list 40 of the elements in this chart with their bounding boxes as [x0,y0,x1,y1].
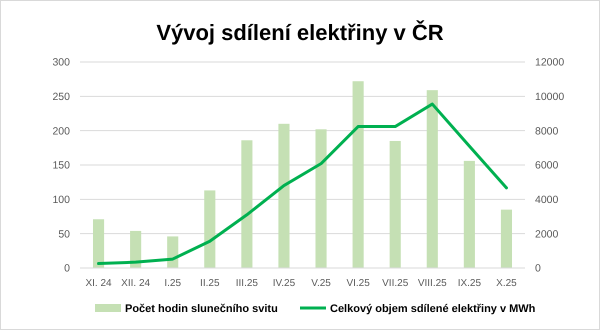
x-tick-label: XII. 24 [121,278,151,289]
y2-tick-label: 12000 [535,56,564,69]
x-tick-label: V.25 [311,278,332,289]
y-tick-label: 50 [58,228,70,240]
y-tick-label: 200 [52,125,70,138]
y2-tick-label: 8000 [535,125,559,138]
bar [390,140,401,268]
x-tick-label: VII.25 [382,278,409,289]
y2-tick-label: 4000 [535,194,559,206]
y2-tick-label: 0 [535,262,541,275]
bar [464,160,475,268]
y2-tick-label: 10000 [535,91,564,104]
chart-title: Vývoj sdílení elektřiny v ČR [156,20,444,45]
x-tick-label: XI. 24 [85,278,112,289]
x-tick-label: II.25 [200,278,220,289]
legend-label: Celkový objem sdílené elektřiny v MWh [330,302,536,315]
line-series [97,102,508,266]
bar [352,81,364,268]
bar [315,129,327,268]
bar [500,210,512,268]
bar [426,90,438,268]
x-tick-label: I.25 [164,278,182,289]
x-tick-label: VI.25 [346,278,370,289]
bar [204,190,216,268]
x-tick-label: IX.25 [458,278,482,289]
y-tick-label: 150 [52,160,70,172]
y2-tick-label: 2000 [535,228,559,240]
x-tick-label: IV.25 [272,278,296,289]
x-tick-label: III.25 [236,278,258,289]
bar [92,219,104,268]
bar [241,140,252,268]
x-tick-label: VIII.25 [418,278,448,289]
bar [278,124,290,268]
x-tick-label: X.25 [496,278,518,289]
legend-label: Počet hodin slunečního svitu [125,302,278,315]
y-tick-label: 0 [64,262,70,275]
y2-tick-label: 6000 [535,160,559,172]
y-tick-label: 250 [52,91,70,104]
y-tick-label: 300 [52,56,70,69]
y-tick-label: 100 [52,194,70,206]
